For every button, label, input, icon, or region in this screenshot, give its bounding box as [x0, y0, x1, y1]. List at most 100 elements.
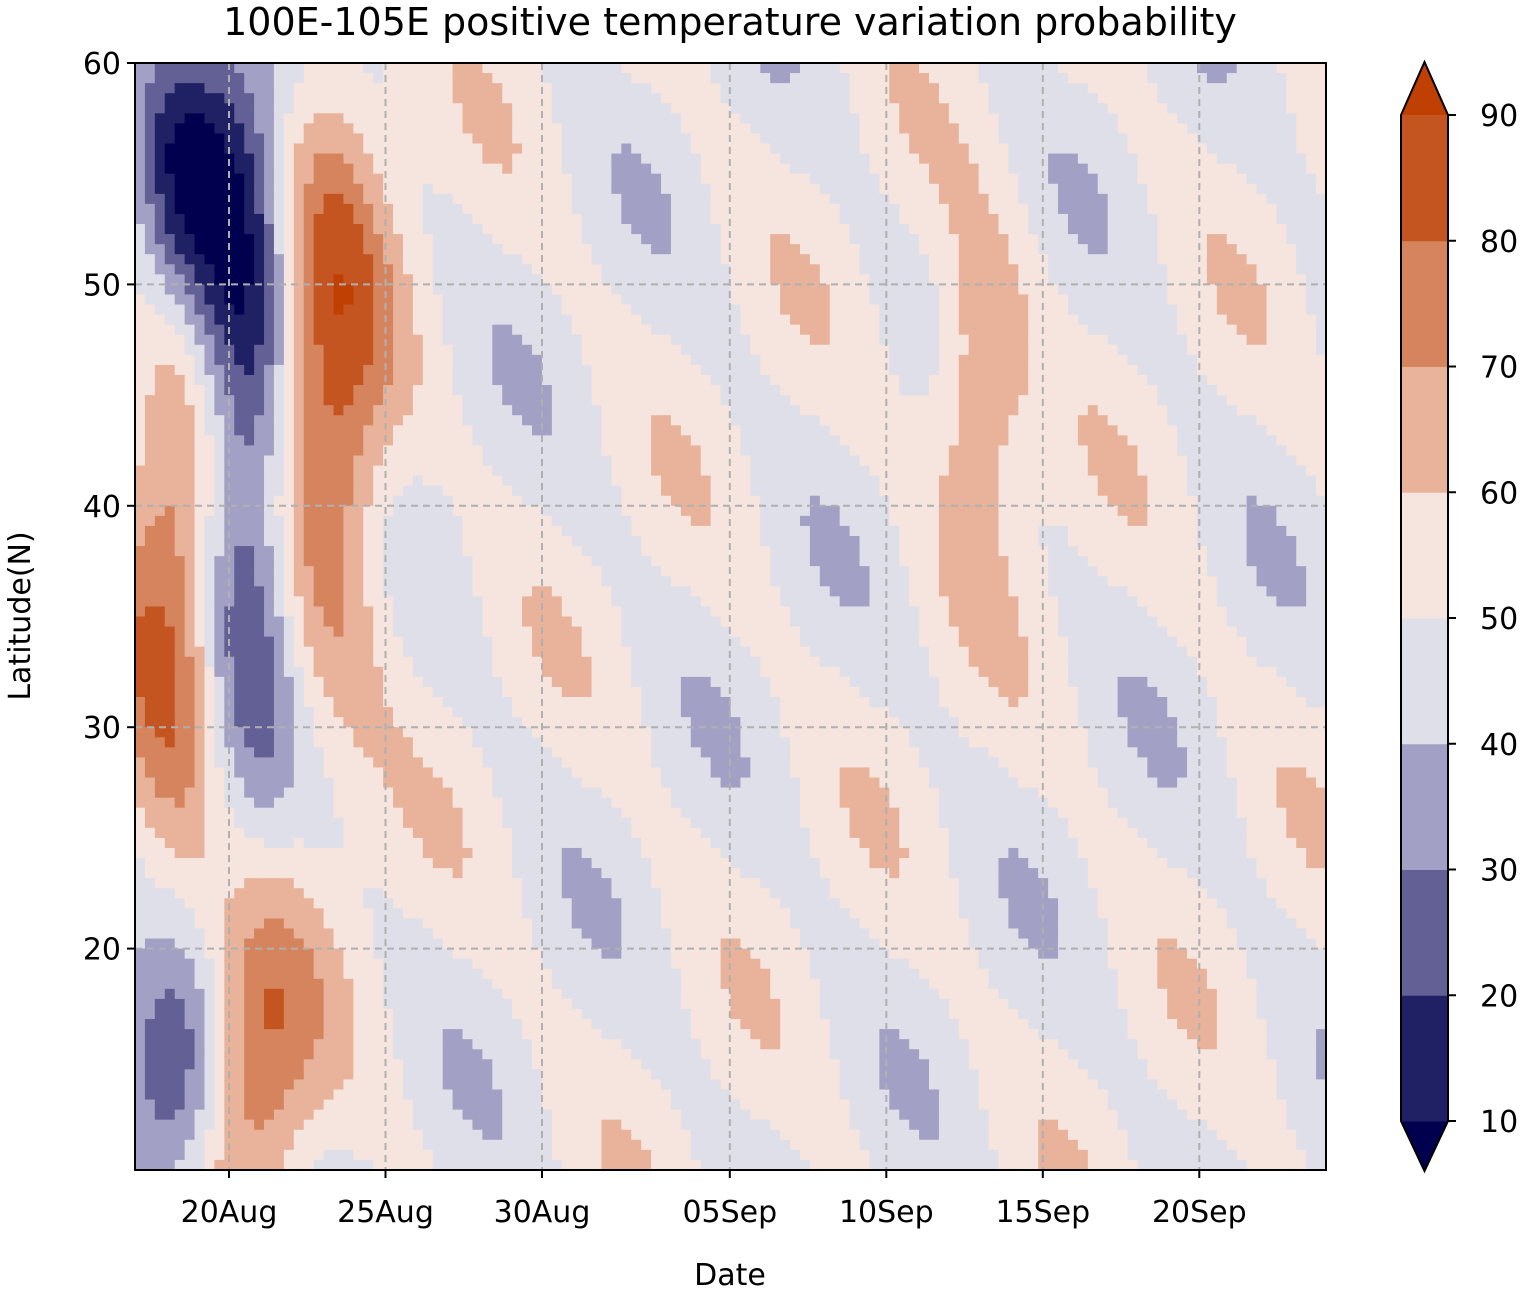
contour-cell	[144, 173, 156, 185]
contour-cell	[879, 284, 890, 296]
contour-cell	[1167, 455, 1178, 467]
contour-cell	[541, 445, 553, 457]
contour-cell	[174, 244, 186, 255]
contour-cell	[1008, 183, 1019, 195]
contour-cell	[819, 143, 831, 155]
contour-cell	[740, 63, 751, 74]
contour-cell	[780, 264, 791, 275]
contour-cell	[710, 405, 722, 416]
contour-cell	[1117, 83, 1129, 94]
contour-cell	[819, 374, 831, 386]
contour-cell	[204, 395, 216, 406]
contour-cell	[1028, 324, 1039, 336]
contour-cell	[442, 425, 454, 436]
contour-cell	[1048, 224, 1059, 235]
contour-cell	[859, 103, 871, 114]
contour-cell	[710, 83, 722, 94]
contour-cell	[432, 294, 444, 306]
contour-cell	[680, 224, 692, 235]
contour-cell	[432, 374, 444, 386]
contour-cell	[551, 294, 563, 306]
contour-cell	[909, 364, 920, 376]
contour-cell	[333, 314, 345, 326]
contour-cell	[869, 113, 880, 124]
contour-cell	[601, 465, 613, 477]
contour-cell	[1296, 63, 1307, 74]
contour-cell	[700, 344, 712, 356]
contour-cell	[1266, 364, 1277, 376]
contour-cell	[1028, 183, 1039, 195]
contour-cell	[799, 264, 811, 275]
contour-cell	[512, 183, 523, 195]
contour-cell	[1107, 183, 1119, 195]
contour-cell	[1167, 63, 1178, 74]
contour-cell	[1008, 445, 1019, 457]
contour-cell	[303, 354, 315, 366]
contour-cell	[1067, 274, 1079, 285]
contour-cell	[1147, 395, 1158, 406]
contour-cell	[353, 274, 364, 285]
contour-cell	[472, 354, 483, 366]
contour-cell	[621, 103, 632, 114]
contour-cell	[1216, 83, 1228, 94]
contour-cell	[184, 224, 196, 235]
contour-cell	[1306, 435, 1317, 447]
contour-cell	[720, 63, 732, 74]
contour-cell	[1087, 93, 1099, 104]
contour-cell	[958, 405, 970, 416]
contour-cell	[790, 395, 801, 406]
contour-cell	[601, 213, 613, 225]
contour-cell	[1018, 304, 1029, 316]
contour-cell	[1167, 395, 1178, 406]
contour-cell	[988, 314, 1000, 326]
contour-cell	[591, 264, 603, 275]
contour-cell	[154, 103, 166, 114]
contour-cell	[591, 133, 603, 145]
contour-cell	[422, 425, 434, 436]
contour-cell	[730, 415, 742, 426]
contour-cell	[799, 244, 811, 255]
contour-cell	[601, 445, 613, 457]
contour-cell	[958, 354, 970, 366]
contour-cell	[343, 143, 354, 155]
contour-cell	[1127, 63, 1139, 74]
contour-cell	[1276, 183, 1287, 195]
contour-cell	[393, 113, 404, 124]
contour-cell	[929, 294, 940, 306]
contour-cell	[264, 374, 275, 386]
contour-cell	[680, 173, 692, 185]
contour-cell	[978, 153, 990, 165]
contour-cell	[849, 173, 861, 185]
contour-cell	[899, 314, 910, 326]
contour-cell	[581, 93, 593, 104]
contour-cell	[641, 254, 652, 265]
contour-cell	[601, 203, 613, 215]
contour-cell	[750, 213, 761, 225]
contour-cell	[730, 435, 742, 447]
contour-cell	[700, 354, 712, 366]
contour-cell	[958, 374, 970, 386]
contour-cell	[1008, 133, 1019, 145]
contour-cell	[889, 324, 900, 336]
contour-cell	[1127, 354, 1139, 366]
contour-cell	[1276, 445, 1287, 457]
contour-cell	[1167, 334, 1178, 346]
contour-cell	[1107, 425, 1119, 436]
contour-cell	[690, 264, 702, 275]
contour-cell	[353, 344, 364, 356]
contour-cell	[323, 113, 335, 124]
contour-cell	[442, 203, 454, 215]
contour-cell	[204, 435, 216, 447]
contour-cell	[760, 405, 771, 416]
contour-cell	[869, 465, 880, 477]
contour-cell	[760, 153, 771, 165]
contour-cell	[899, 123, 910, 135]
contour-cell	[422, 395, 434, 406]
contour-cell	[293, 294, 305, 306]
contour-cell	[780, 324, 791, 336]
contour-cell	[1167, 385, 1178, 396]
contour-cell	[790, 244, 801, 255]
contour-cell	[442, 314, 454, 326]
contour-cell	[492, 465, 503, 477]
contour-cell	[720, 193, 732, 205]
